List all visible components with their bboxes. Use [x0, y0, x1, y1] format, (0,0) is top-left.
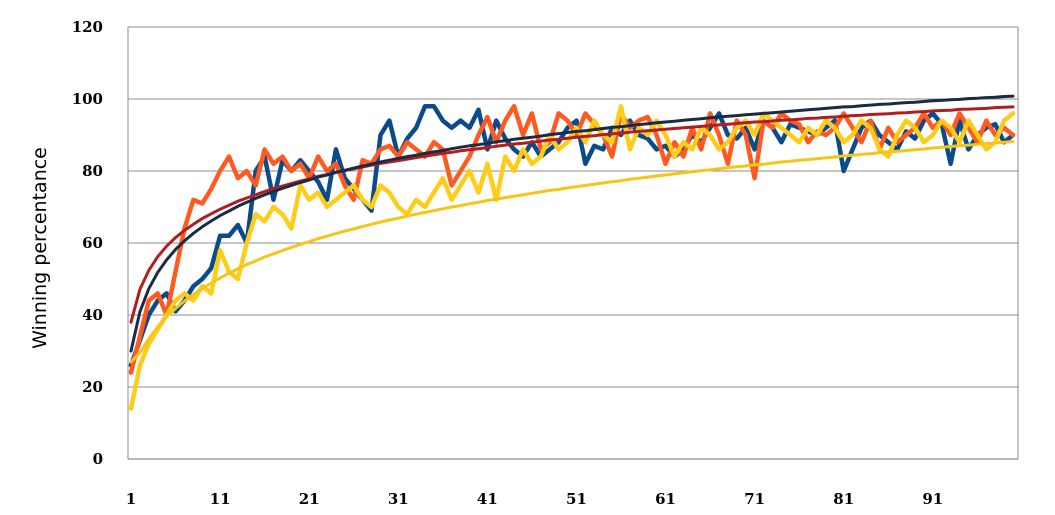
x-axis-tick-labels: 1 11 21 31 41 51 61 71 81 91 — [126, 490, 943, 508]
trend-line — [129, 105, 1015, 324]
x-tick-label: 71 — [744, 490, 765, 508]
x-tick-label: 21 — [299, 490, 320, 508]
y-tick-label: 0 — [93, 450, 103, 468]
y-tick-label: 120 — [72, 18, 103, 36]
x-tick-label: 1 — [126, 490, 136, 508]
x-tick-label: 11 — [210, 490, 231, 508]
x-tick-label: 51 — [566, 490, 587, 508]
x-tick-label: 41 — [477, 490, 498, 508]
series-lines — [128, 94, 1016, 411]
x-tick-label: 81 — [833, 490, 854, 508]
y-tick-label: 100 — [72, 90, 103, 108]
x-tick-label: 31 — [388, 490, 409, 508]
y-tick-label: 60 — [82, 234, 103, 252]
y-tick-label: 80 — [82, 162, 103, 180]
plot-area — [127, 27, 1019, 460]
x-tick-label: 91 — [922, 490, 943, 508]
trend-line — [129, 140, 1015, 364]
series-line — [128, 103, 1016, 375]
series-line — [128, 103, 1016, 411]
y-tick-label: 20 — [82, 378, 103, 396]
y-axis-tick-labels: 0 20 40 60 80 100 120 — [72, 18, 103, 468]
trend-line — [129, 94, 1015, 353]
x-tick-label: 61 — [655, 490, 676, 508]
y-tick-label: 40 — [82, 306, 103, 324]
y-axis-title: Winning percentance — [29, 147, 51, 349]
gridlines — [128, 26, 1018, 388]
